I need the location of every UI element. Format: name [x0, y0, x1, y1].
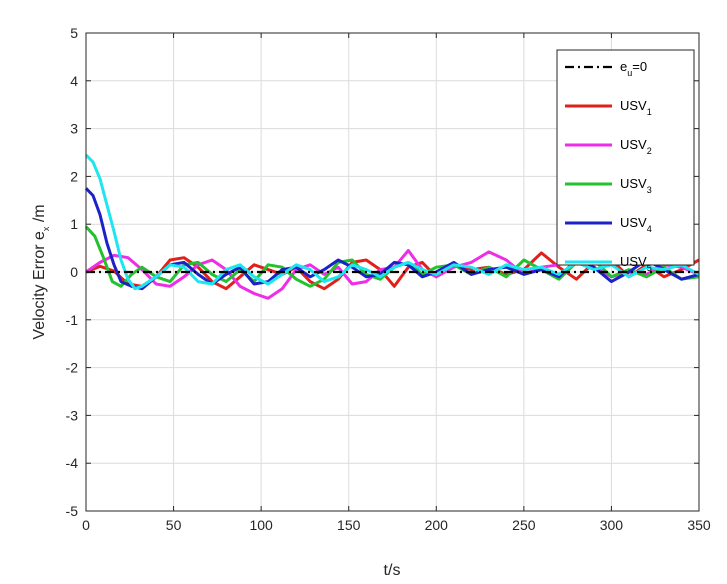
x-tick-label: 50 [166, 517, 182, 533]
legend-label-4: USV4 [620, 215, 652, 234]
x-tick-label: 350 [687, 517, 711, 533]
legend-label-0: eu=0 [620, 59, 647, 78]
y-tick-label: -3 [66, 407, 79, 423]
y-tick-label: -5 [66, 503, 79, 519]
y-tick-label: 5 [70, 25, 78, 41]
y-tick-label: -4 [66, 455, 79, 471]
legend-label-5: USV5 [620, 254, 652, 273]
y-axis-label: Velocity Error ex /m [31, 204, 51, 339]
y-tick-label: 2 [70, 168, 78, 184]
x-tick-label: 250 [512, 517, 536, 533]
legend-label-2: USV2 [620, 137, 652, 156]
y-tick-label: 3 [70, 121, 78, 137]
y-tick-label: 0 [70, 264, 78, 280]
y-tick-label: 1 [70, 216, 78, 232]
y-tick-label: -2 [66, 360, 79, 376]
x-axis-label: t/s [384, 562, 401, 579]
legend-label-3: USV3 [620, 176, 652, 195]
series-line-5 [84, 153, 700, 291]
x-tick-label: 100 [249, 517, 273, 533]
x-tick-label: 200 [425, 517, 449, 533]
legend-label-1: USV1 [620, 98, 652, 117]
tick-labels: 0 50 100 150 200 250 300 350 -5 -4 -3 -2 -1 0 1 2 3 4 5 [66, 25, 711, 533]
y-tick-label: -1 [66, 312, 79, 328]
legend: eu=0 USV1 USV2 USV3 USV4 USV5 [556, 49, 695, 273]
x-tick-label: 0 [82, 517, 90, 533]
legend-box [556, 49, 695, 266]
x-tick-label: 150 [337, 517, 361, 533]
y-tick-label: 4 [70, 73, 78, 89]
x-tick-label: 300 [600, 517, 624, 533]
series-line-1 [85, 251, 700, 291]
